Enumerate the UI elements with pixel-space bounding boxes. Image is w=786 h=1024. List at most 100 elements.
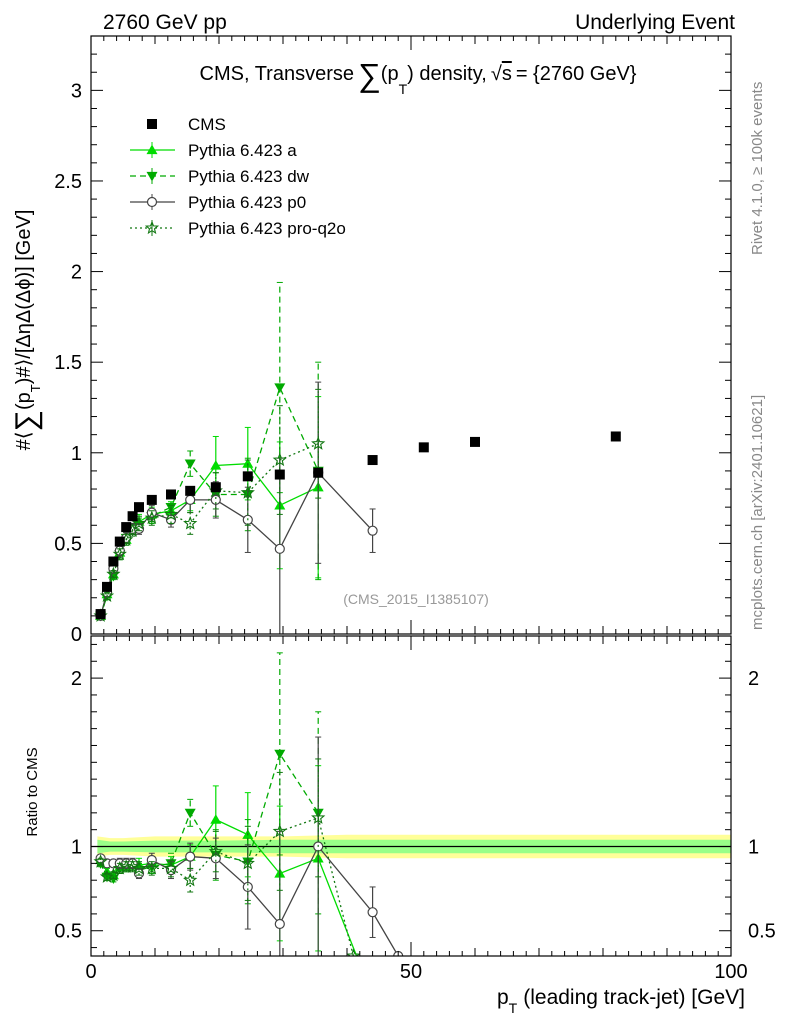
legend-marker-data <box>147 119 157 129</box>
ratio-series-group <box>93 652 404 956</box>
main-point-proq2o <box>131 515 147 530</box>
main-point-data <box>313 467 324 478</box>
main-line-dw <box>99 385 319 617</box>
main-point-data <box>210 482 221 493</box>
main-point-p0 <box>274 543 285 554</box>
main-ytick-label: 1 <box>71 443 82 465</box>
ratio-point-proq2o <box>163 860 179 875</box>
header-left: 2760 GeV pp <box>103 11 227 34</box>
main-point-proq2o <box>183 515 198 530</box>
main-point-proq2o <box>99 588 115 603</box>
main-point-data <box>242 471 253 482</box>
main-point-data <box>610 431 621 442</box>
legend-label-dw: Pythia 6.423 dw <box>188 167 310 186</box>
ratio-point-dw <box>146 862 158 873</box>
main-point-data <box>102 581 112 592</box>
main-panel: (CMS_2015_I1385107) CMS, Transverse ∑(pT)… <box>54 35 732 646</box>
legend-label-proq2o: Pythia 6.423 pro-q2o <box>188 219 346 238</box>
ylabel-sub: T <box>28 384 43 392</box>
xlabel: pT (leading track-jet) [GeV] <box>497 986 745 1016</box>
ratio-point-dw <box>274 749 286 760</box>
main-point-data <box>114 536 125 547</box>
main-series-proq2o <box>93 388 326 622</box>
analysis-watermark: (CMS_2015_I1385107) <box>343 591 489 607</box>
main-axes: 0 0.5 1 1.5 2 2.5 3 <box>54 35 732 646</box>
main-point-data <box>367 455 378 466</box>
main-point-data <box>166 489 176 500</box>
ratio-point-p0 <box>367 907 378 918</box>
ratio-point-proq2o <box>144 860 159 875</box>
ylabel-pre: #⟨ <box>13 431 35 450</box>
main-point-p0 <box>210 494 221 506</box>
ratio-ytick-label-left: 1 <box>71 837 82 859</box>
main-point-dw <box>274 383 286 394</box>
main-point-proq2o <box>272 452 287 467</box>
main-point-data <box>127 511 138 522</box>
legend-marker-p0 <box>146 196 158 208</box>
main-point-data <box>95 609 106 620</box>
ylabel-post: )#⟩/[ΔηΔ(Δϕ)] [GeV] <box>13 210 35 385</box>
main-point-data <box>470 436 480 447</box>
ratio-series-proq2o <box>93 758 361 956</box>
main-point-data <box>185 485 196 496</box>
main-point-a <box>242 458 254 468</box>
main-point-proq2o <box>112 546 127 561</box>
main-point-a <box>210 459 222 470</box>
ratio-point-a <box>210 814 222 824</box>
ratio-ytick-label-right: 1 <box>748 837 759 859</box>
ylabel-sum: ∑ <box>10 410 43 431</box>
ratio-point-dw <box>184 808 196 819</box>
title-sqrt: √ <box>491 63 502 85</box>
ratio-ylabel: Ratio to CMS <box>24 747 41 836</box>
title-energy: = {2760 GeV} <box>516 63 637 85</box>
title-prefix: CMS, Transverse <box>200 63 354 85</box>
main-point-data <box>274 469 285 480</box>
ratio-point-proq2o <box>131 860 147 875</box>
xlabel-rest: (leading track-jet) [GeV] <box>523 986 745 1009</box>
main-series-data <box>95 431 621 620</box>
main-point-proq2o <box>311 436 326 450</box>
ratio-plot-content <box>91 652 731 956</box>
ratio-panel: 0.5 0.5 1 1 2 2 0 50 100 <box>54 635 776 983</box>
title-s: s <box>502 63 512 85</box>
header-right: Underlying Event <box>575 11 735 34</box>
legend-marker-a <box>146 144 158 155</box>
ratio-series-dw <box>95 652 324 915</box>
main-point-p0 <box>367 525 378 536</box>
main-point-proq2o <box>163 506 179 521</box>
mcplots-label: mcplots.cern.ch [arXiv:2401.10621] <box>749 395 766 630</box>
main-point-dw <box>184 459 196 470</box>
main-point-data <box>418 442 429 453</box>
ratio-point-p0 <box>274 918 285 930</box>
ratio-ytick-label-left: 0.5 <box>54 921 82 943</box>
main-series-a <box>95 396 324 621</box>
ratio-point-proq2o <box>112 860 127 875</box>
xtick-label: 100 <box>714 961 747 983</box>
main-point-data <box>121 522 132 533</box>
ratio-point-proq2o <box>240 855 255 870</box>
main-ylabel: #⟨∑(pT)#⟩/[ΔηΔ(Δϕ)] [GeV] <box>10 210 43 451</box>
ratio-axes: 0.5 0.5 1 1 2 2 0 50 100 <box>54 635 776 983</box>
main-plot-content <box>93 281 621 634</box>
main-ytick-label: 0.5 <box>54 533 82 555</box>
ratio-frame <box>90 635 732 957</box>
main-point-data <box>108 556 119 567</box>
ratio-point-proq2o <box>272 823 287 838</box>
main-ytick-label: 2.5 <box>54 171 82 193</box>
main-point-data <box>134 502 144 513</box>
main-point-data <box>146 494 157 505</box>
title-sum: ∑ <box>358 57 381 93</box>
main-ytick-label: 0 <box>71 624 82 646</box>
ratio-point-proq2o <box>208 844 223 858</box>
main-point-p0 <box>165 514 177 525</box>
legend-marker-proq2o <box>144 220 160 235</box>
main-point-proq2o <box>240 485 255 499</box>
legend-label-a: Pythia 6.423 a <box>188 141 297 160</box>
legend-label-p0: Pythia 6.423 p0 <box>188 193 306 212</box>
xlabel-p: p <box>497 986 509 1009</box>
main-series-dw <box>95 281 324 622</box>
ratio-ytick-label-left: 2 <box>71 668 82 690</box>
ratio-point-proq2o <box>346 948 361 956</box>
ratio-point-proq2o <box>183 872 198 887</box>
